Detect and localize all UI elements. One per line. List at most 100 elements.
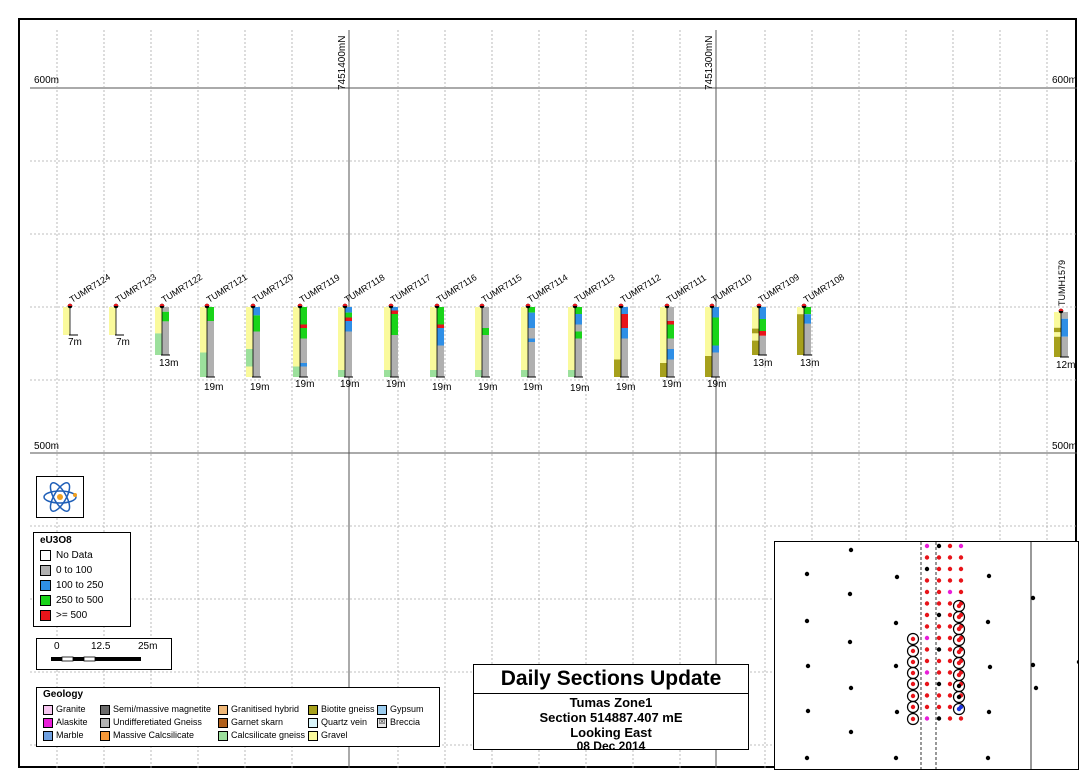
title-section: Section 514887.407 mE <box>539 710 683 725</box>
elevation-label-top-left: 600m <box>34 75 60 86</box>
drillhole-interval <box>1061 318 1068 337</box>
inset-drillhole-dot <box>947 716 953 721</box>
inset-ring-marker <box>952 656 966 670</box>
inset-ring-marker <box>906 712 920 726</box>
legend-label: Massive Calcsilicate <box>113 730 195 740</box>
drillhole-interval <box>1054 312 1061 328</box>
drillhole: TUMR7121 19m <box>200 272 249 393</box>
inset-drillhole-dot <box>936 647 942 652</box>
hole-id-label: TUMR7122 <box>160 272 204 305</box>
geology-item: Massive Calcsilicate <box>100 730 194 741</box>
legend-label: 100 to 250 <box>56 580 104 592</box>
hole-id-label: TUMR7123 <box>114 272 158 305</box>
hole-depth-label: 19m <box>386 379 405 390</box>
drillhole: TUMR7113 19m <box>568 272 617 394</box>
inset-drillhole-dot <box>986 573 992 579</box>
drillhole-interval <box>575 331 582 339</box>
inset-drillhole-dot <box>910 659 916 665</box>
inset-drillhole-dot <box>936 578 942 583</box>
drillhole-interval <box>162 311 169 322</box>
inset-drillhole-dot <box>893 620 899 626</box>
drillhole-interval <box>1054 336 1061 357</box>
inset-ring-marker <box>952 633 966 647</box>
inset-drillhole-dot <box>924 624 930 629</box>
drillhole-interval <box>1054 332 1061 337</box>
drillhole-interval <box>116 307 123 335</box>
eu3o8-legend-item: No Data <box>40 550 93 562</box>
geology-item: Alaskite <box>43 717 88 728</box>
legend-swatch <box>100 717 110 728</box>
scale-bar: 0 12.5 25m <box>36 638 172 670</box>
title-date: 08 Dec 2014 <box>576 739 646 753</box>
inset-drillhole-dot <box>958 543 964 549</box>
inset-drillhole-dot <box>987 664 993 670</box>
drillhole-interval <box>528 338 535 342</box>
inset-drillhole-dot <box>947 681 953 687</box>
inset-drillhole-dot <box>936 566 942 572</box>
drillhole-interval <box>667 307 674 321</box>
legend-swatch <box>40 580 51 591</box>
legend-label: Granitised hybrid <box>231 704 300 714</box>
geology-item: Calcsilicate gneiss <box>218 730 305 741</box>
inset-drillhole-dot <box>924 716 930 721</box>
hole-id-label: TUMR7111 <box>665 273 708 305</box>
inset-drillhole-dot <box>910 670 916 676</box>
drillhole-interval <box>391 307 398 311</box>
drillhole-interval <box>200 307 207 353</box>
drillhole-interval <box>391 314 398 335</box>
collar-marker-top <box>801 303 807 306</box>
drillhole-interval <box>384 307 391 370</box>
inset-drillhole-dot <box>947 693 953 698</box>
drillhole-interval <box>667 321 674 325</box>
legend-swatch <box>40 565 51 576</box>
inset-drillhole-dot <box>947 647 953 652</box>
geology-item: Granitised hybrid <box>218 704 299 715</box>
drillhole-interval <box>300 324 307 328</box>
inset-drillhole-dot <box>804 571 810 577</box>
hole-id-label: TUMR7120 <box>251 272 295 305</box>
legend-label: Biotite gneiss <box>321 704 375 714</box>
hole-depth-label: 19m <box>662 379 681 390</box>
drillhole: TUMR7123 7m <box>109 272 158 348</box>
inset-drillhole-dot <box>956 637 962 643</box>
drillhole-interval <box>207 321 214 377</box>
elevation-label-bottom-left: 500m <box>34 441 60 452</box>
drillhole: TUMR7114 19m <box>521 272 570 393</box>
legend-swatch <box>43 704 53 715</box>
drillhole-interval <box>621 307 628 314</box>
drillhole-interval <box>155 307 162 334</box>
legend-swatch <box>218 730 228 741</box>
geology-item: Undifferetiated Gneiss <box>100 717 202 728</box>
legend-swatch <box>43 730 53 741</box>
section-grid <box>30 30 1077 768</box>
northing-label-1: 7451400mN <box>337 35 348 90</box>
legend-swatch <box>40 595 51 606</box>
elevation-label-top-right: 600m <box>1052 75 1078 86</box>
inset-drillhole-dot <box>924 589 930 595</box>
drillhole: TUMR7112 19m <box>614 272 663 393</box>
drillhole-interval <box>568 370 575 377</box>
inset-drillhole-dot <box>848 547 854 553</box>
legend-swatch <box>40 550 51 561</box>
title-project: Tumas Zone1 <box>569 695 653 710</box>
inset-drillhole-dot <box>1076 660 1078 664</box>
drillhole-interval <box>804 323 811 355</box>
drillhole: TUMH1579 12m <box>1054 260 1075 371</box>
drillhole-interval <box>482 335 489 377</box>
hole-id-label: TUMR7109 <box>757 272 801 305</box>
inset-map-canvas <box>804 542 1078 769</box>
drillhole-interval <box>1061 336 1068 357</box>
inset-drillhole-dot <box>947 624 953 629</box>
inset-drillhole-dot <box>947 601 953 606</box>
hole-depth-label: 19m <box>250 382 269 393</box>
inset-drillhole-dot <box>936 543 942 549</box>
inset-drillhole-dot <box>924 693 930 698</box>
inset-drillhole-dot <box>936 589 942 595</box>
drillhole-interval <box>437 328 444 346</box>
inset-drillhole-dot <box>894 709 900 715</box>
drillhole: TUMR7108 13m <box>797 272 846 369</box>
legend-label: Alaskite <box>56 717 88 727</box>
drillhole-interval <box>293 366 300 377</box>
collar-marker-top <box>388 303 394 306</box>
drillhole-interval <box>752 333 759 341</box>
